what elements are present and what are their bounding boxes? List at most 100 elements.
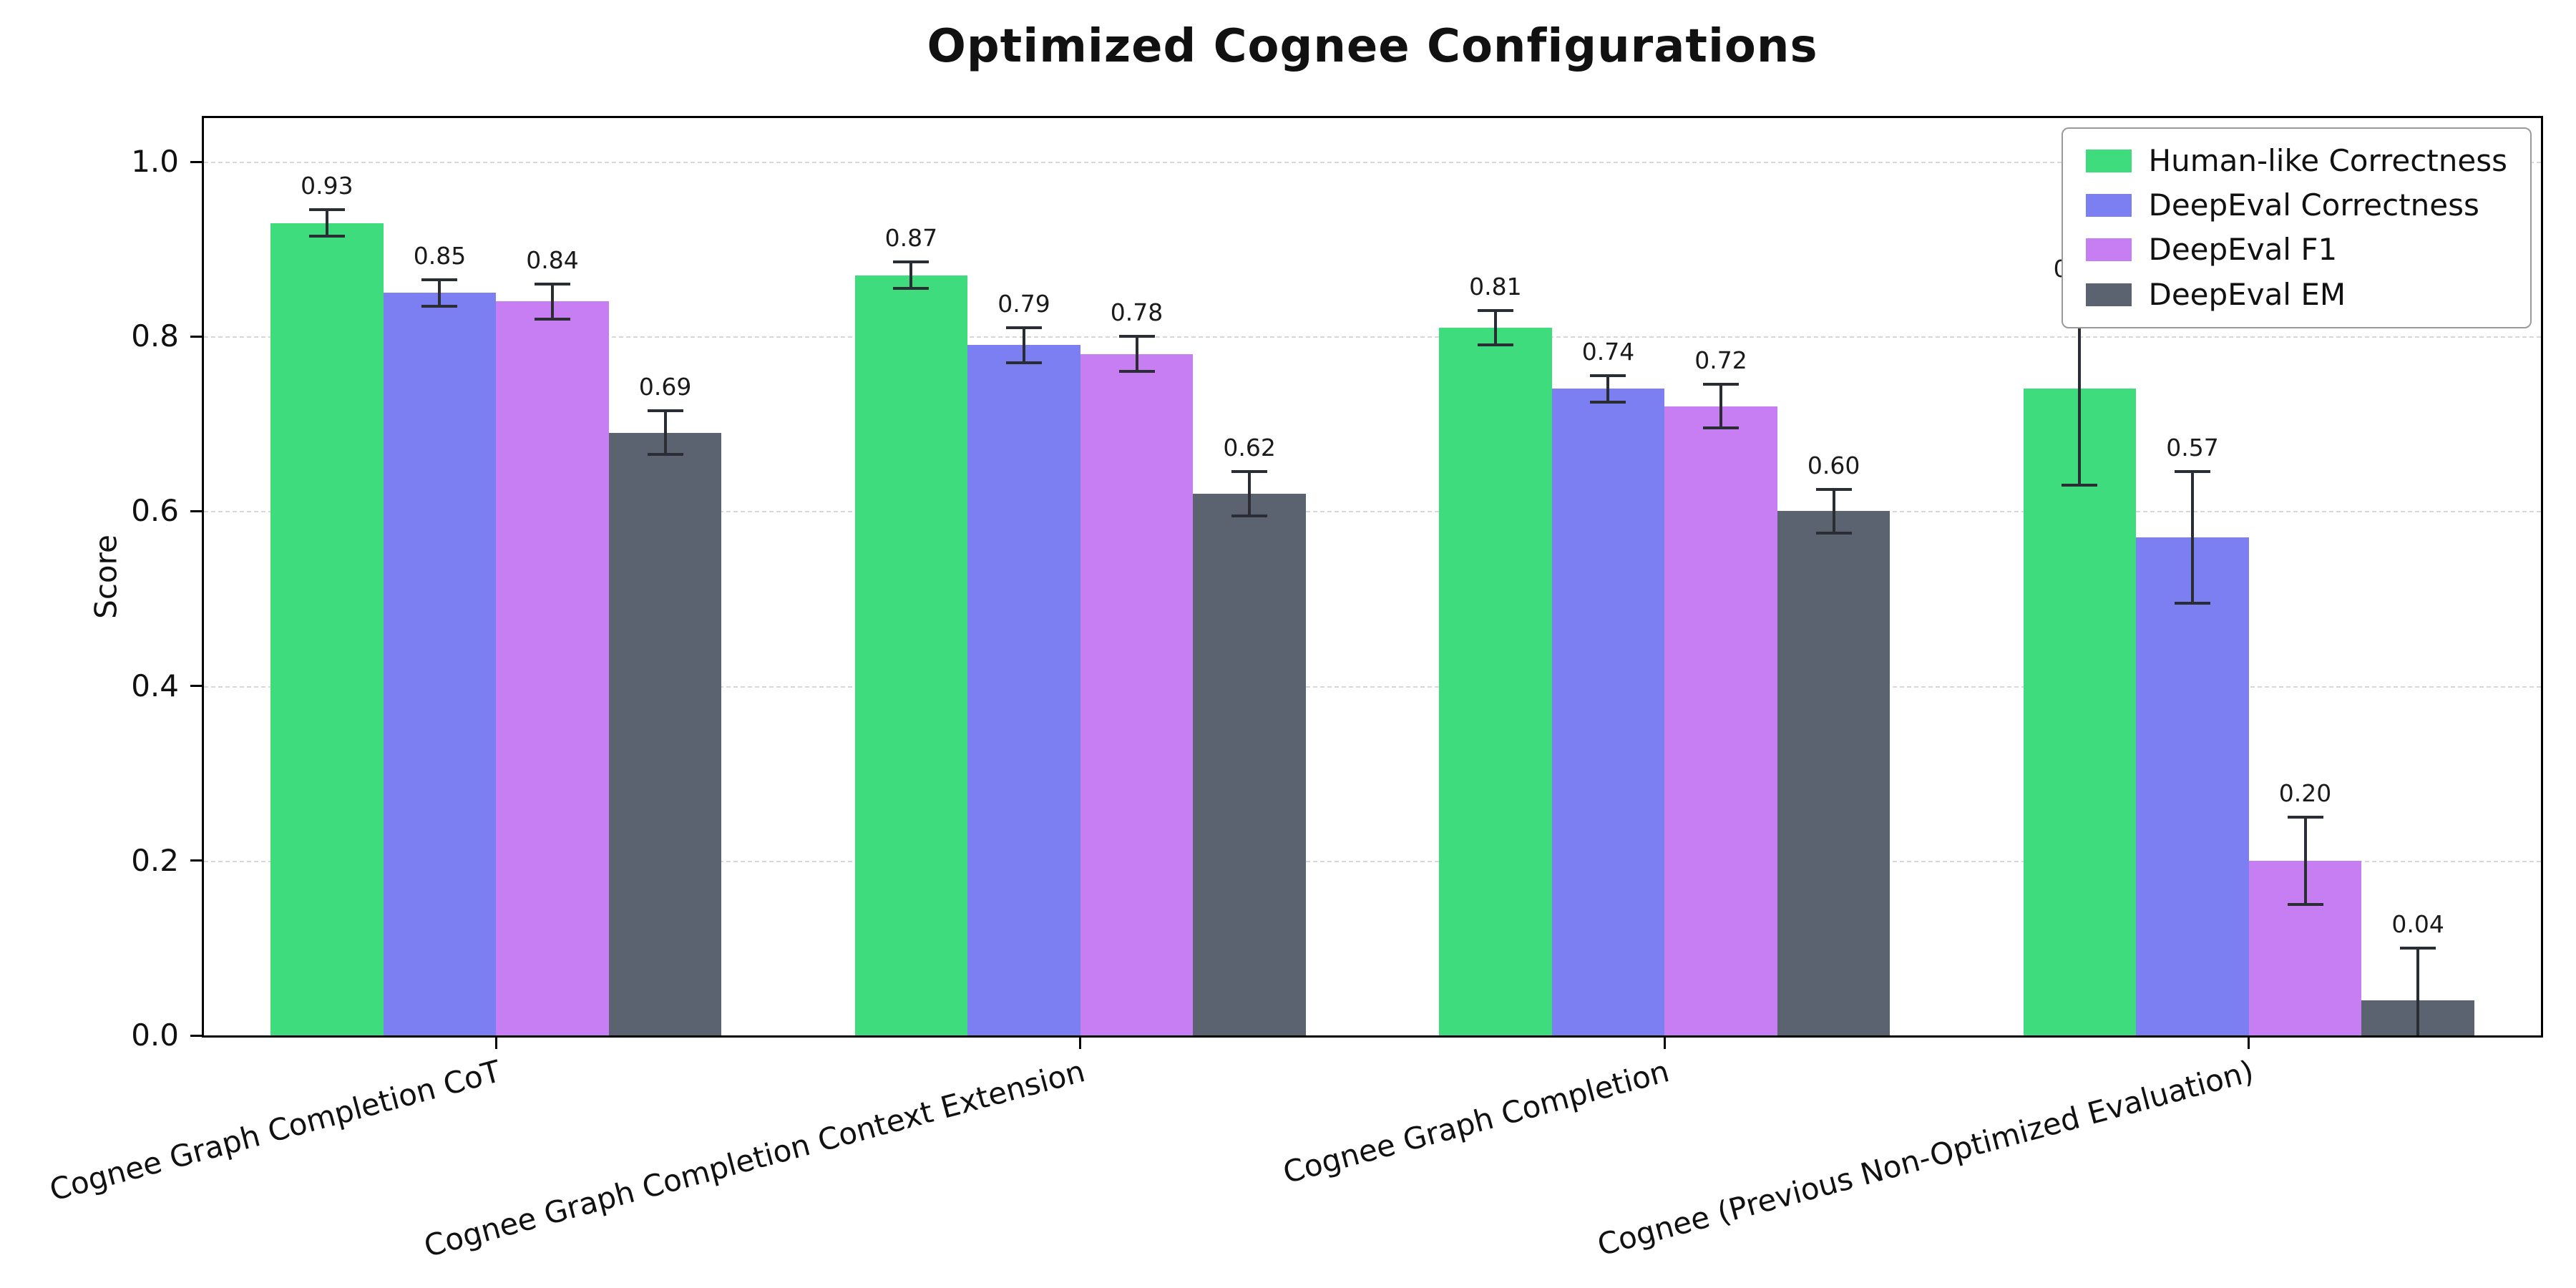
error-bar-cap	[421, 304, 458, 308]
value-label: 0.84	[526, 245, 579, 274]
bar	[2136, 537, 2249, 1035]
y-tick-mark	[190, 685, 202, 688]
y-tick-mark	[190, 335, 202, 338]
bar	[1439, 328, 1552, 1035]
x-tick-label: Cognee Graph Completion Context Extensio…	[420, 1053, 1089, 1264]
bar	[1551, 389, 1665, 1035]
error-bar-cap	[1703, 426, 1740, 430]
error-bar-cap	[1118, 335, 1155, 338]
value-label: 0.78	[1110, 298, 1163, 327]
bar	[2023, 389, 2137, 1035]
legend-entry: DeepEval Correctness	[2085, 187, 2508, 223]
error-bar-line	[551, 283, 555, 319]
error-bar-cap	[2174, 601, 2210, 605]
error-bar-cap	[647, 453, 683, 457]
bar	[854, 275, 968, 1035]
error-bar-cap	[893, 287, 930, 291]
error-bar-line	[2303, 816, 2307, 904]
bar	[496, 301, 609, 1035]
error-bar-cap	[1231, 470, 1268, 474]
error-bar-line	[1719, 384, 1723, 429]
legend-entry: DeepEval F1	[2085, 232, 2508, 268]
bar	[608, 432, 722, 1035]
error-bar-cap	[1815, 531, 1852, 535]
bar	[1193, 494, 1306, 1035]
error-bar-cap	[1231, 514, 1268, 517]
y-tick-mark	[190, 859, 202, 862]
gridline	[204, 511, 2541, 513]
error-bar-line	[325, 210, 328, 236]
gridline	[204, 686, 2541, 688]
value-label: 0.62	[1223, 434, 1276, 462]
value-label: 0.60	[1807, 451, 1860, 479]
error-bar-cap	[308, 208, 345, 212]
legend: Human-like Correctness DeepEval Correctne…	[2061, 127, 2532, 328]
error-bar-line	[1493, 310, 1497, 346]
error-bar-cap	[893, 260, 930, 264]
error-bar-line	[2416, 947, 2420, 1035]
y-tick-label: 0.6	[131, 493, 179, 529]
error-bar-cap	[1005, 326, 1042, 330]
x-tick-mark	[1663, 1038, 1666, 1049]
x-tick-label: Cognee Graph Completion	[1279, 1053, 1673, 1191]
error-bar-cap	[1590, 400, 1626, 404]
legend-swatch	[2085, 194, 2132, 218]
error-bar-cap	[535, 317, 571, 321]
bar	[1664, 406, 1777, 1035]
x-tick-mark	[2248, 1038, 2250, 1049]
value-label: 0.93	[301, 172, 353, 200]
x-tick-label: Cognee Graph Completion CoT	[46, 1053, 504, 1208]
x-tick-label: Cognee (Previous Non-Optimized Evaluatio…	[1594, 1053, 2258, 1263]
error-bar-line	[2078, 293, 2082, 485]
error-bar-cap	[535, 282, 571, 286]
y-tick-mark	[190, 1034, 202, 1037]
y-tick-label: 0.0	[131, 1018, 179, 1053]
error-bar-cap	[1477, 308, 1513, 312]
error-bar-cap	[1815, 487, 1852, 491]
value-label: 0.72	[1694, 346, 1747, 375]
y-tick-label: 0.4	[131, 668, 179, 703]
error-bar-cap	[2287, 815, 2323, 819]
y-tick-label: 0.8	[131, 318, 179, 354]
legend-swatch	[2085, 150, 2132, 173]
y-axis-label: Score	[88, 535, 124, 619]
error-bar-line	[2190, 472, 2194, 603]
bar	[1080, 353, 1194, 1035]
error-bar-line	[1022, 328, 1025, 363]
value-label: 0.69	[638, 373, 692, 401]
value-label: 0.87	[884, 224, 938, 253]
y-tick-label: 1.0	[131, 144, 179, 180]
error-bar-line	[1248, 472, 1252, 516]
value-label: 0.74	[1581, 338, 1635, 366]
y-tick-mark	[190, 509, 202, 512]
legend-swatch	[2085, 238, 2132, 262]
legend-label: DeepEval EM	[2148, 276, 2346, 312]
value-label: 0.79	[997, 290, 1050, 318]
error-bar-cap	[647, 409, 683, 413]
legend-entry: Human-like Correctness	[2085, 143, 2508, 178]
error-bar-cap	[2174, 470, 2210, 474]
error-bar-cap	[2287, 902, 2323, 906]
bar	[1777, 511, 1890, 1035]
error-bar-cap	[421, 278, 458, 281]
legend-label: DeepEval Correctness	[2148, 187, 2479, 223]
y-tick-mark	[190, 160, 202, 163]
error-bar-line	[1832, 489, 1835, 533]
error-bar-line	[1606, 376, 1610, 402]
value-label: 0.20	[2278, 779, 2332, 807]
error-bar-line	[663, 411, 667, 455]
x-tick-mark	[1079, 1038, 1082, 1049]
bar	[270, 223, 384, 1035]
legend-entry: DeepEval EM	[2085, 276, 2508, 312]
error-bar-line	[1135, 336, 1138, 372]
x-tick-mark	[494, 1038, 497, 1049]
gridline	[204, 860, 2541, 862]
value-label: 0.85	[413, 241, 467, 270]
legend-label: Human-like Correctness	[2148, 143, 2508, 178]
error-bar-cap	[1118, 370, 1155, 374]
gridline	[204, 336, 2541, 338]
gridline	[204, 162, 2541, 164]
error-bar-cap	[1005, 361, 1042, 364]
legend-label: DeepEval F1	[2148, 232, 2338, 268]
